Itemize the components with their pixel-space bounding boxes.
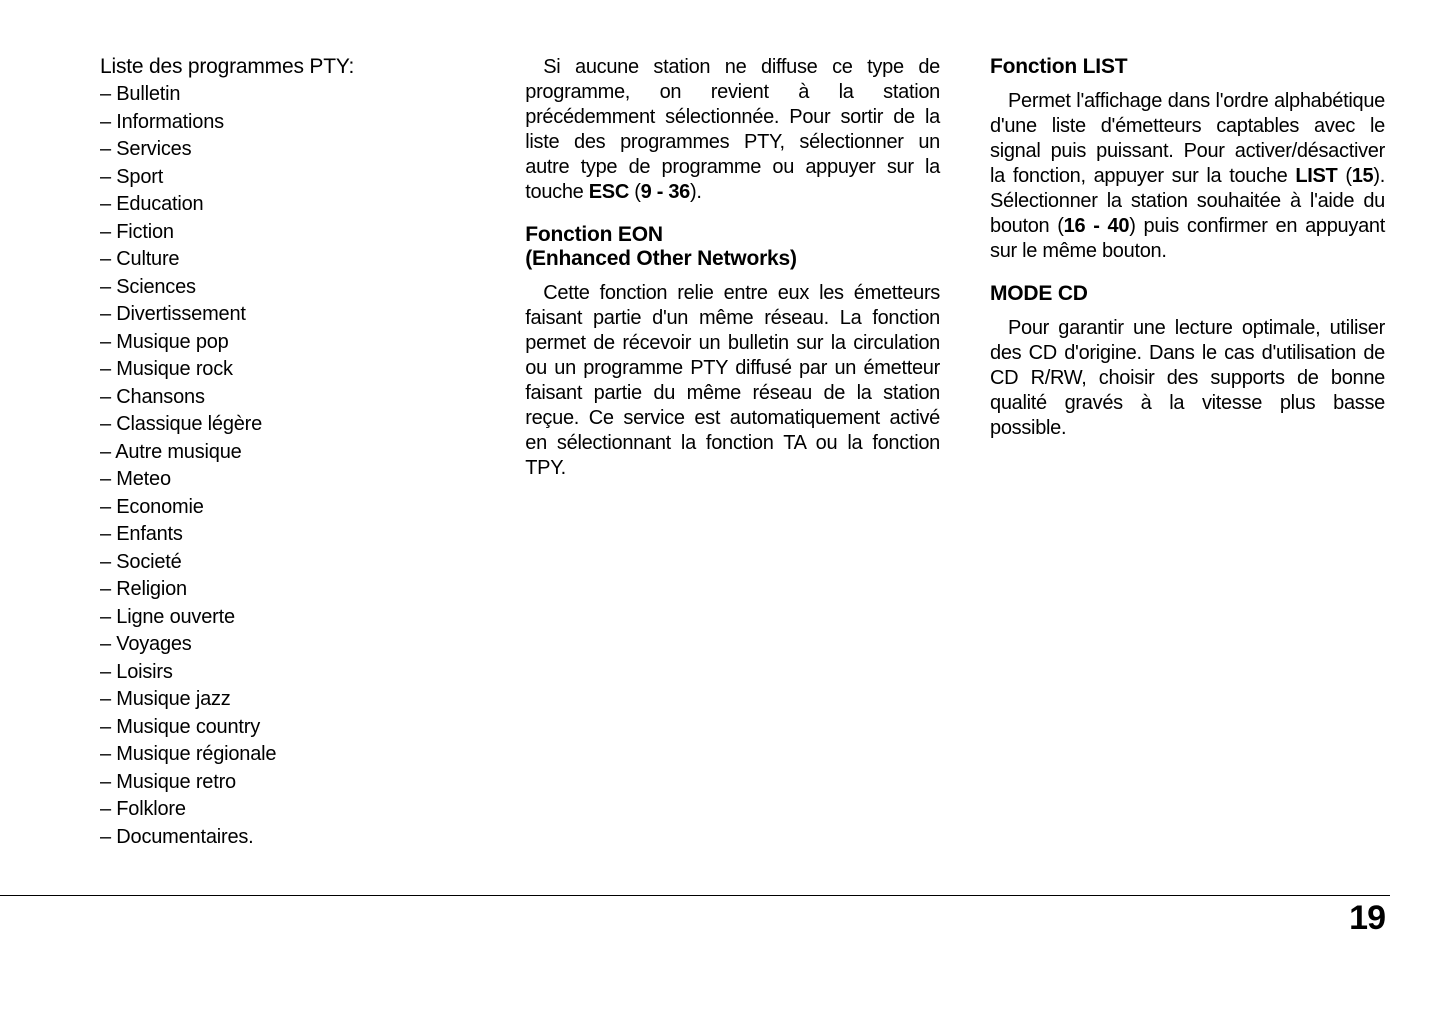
pty-list-item: Musique rock [100,356,475,384]
text-run: ). [690,181,702,203]
pty-list-item: Sport [100,164,475,192]
pty-list-item: Autre musique [100,439,475,467]
text-run: ( [629,181,641,203]
pty-list-item: Economie [100,494,475,522]
pty-list-item: Musique pop [100,329,475,357]
ref-number: 16 - 40 [1064,215,1130,237]
pty-list-item: Bulletin [100,81,475,109]
pty-list-item: Sciences [100,274,475,302]
pty-list-item: Societé [100,549,475,577]
page-number: 19 [1349,899,1385,938]
list-function-heading: Fonction LIST [990,55,1385,79]
pty-list-item: Musique jazz [100,686,475,714]
list-key-label: LIST [1295,165,1337,187]
pty-list-item: Enfants [100,521,475,549]
column-2: Si aucune station ne diffuse ce type de … [525,55,940,851]
col2-para2: Cette fonction relie entre eux les émett… [525,281,940,481]
text-run: Si aucune station ne diffuse ce type de … [525,56,940,203]
pty-list-item: Meteo [100,466,475,494]
pty-list-item: Classique légère [100,411,475,439]
heading-line-2: (Enhanced Other Networks) [525,247,797,270]
column-3: Fonction LIST Permet l'affichage dans l'… [990,55,1385,851]
pty-list-item: Religion [100,576,475,604]
pty-list-heading: Liste des programmes PTY: [100,55,475,79]
pty-list-item: Documentaires. [100,824,475,852]
pty-list-item: Musique country [100,714,475,742]
heading-line-1: Fonction EON [525,223,663,246]
pty-list-item: Musique retro [100,769,475,797]
pty-list-item: Voyages [100,631,475,659]
footer-divider [0,895,1390,896]
pty-list-item: Loisirs [100,659,475,687]
pty-list-item: Fiction [100,219,475,247]
col2-para1: Si aucune station ne diffuse ce type de … [525,55,940,205]
pty-list-item: Culture [100,246,475,274]
page-body: Liste des programmes PTY: BulletinInform… [0,0,1445,891]
esc-key-label: ESC [589,181,629,203]
column-1: Liste des programmes PTY: BulletinInform… [100,55,475,851]
mode-cd-heading: MODE CD [990,282,1385,306]
pty-list-item: Informations [100,109,475,137]
text-run: ( [1337,165,1351,187]
pty-list-item: Services [100,136,475,164]
ref-number: 15 [1352,165,1374,187]
eon-heading: Fonction EON (Enhanced Other Networks) [525,223,940,271]
pty-list-item: Ligne ouverte [100,604,475,632]
pty-list-item: Chansons [100,384,475,412]
pty-list-item: Musique régionale [100,741,475,769]
col3-para1: Permet l'affichage dans l'ordre al­phabé… [990,89,1385,264]
pty-list-item: Folklore [100,796,475,824]
pty-list-item: Education [100,191,475,219]
pty-list-item: Divertissement [100,301,475,329]
col3-para2: Pour garantir une lecture optimale, util… [990,316,1385,441]
pty-list: BulletinInformationsServicesSportEducati… [100,81,475,851]
ref-number: 9 - 36 [641,181,690,203]
